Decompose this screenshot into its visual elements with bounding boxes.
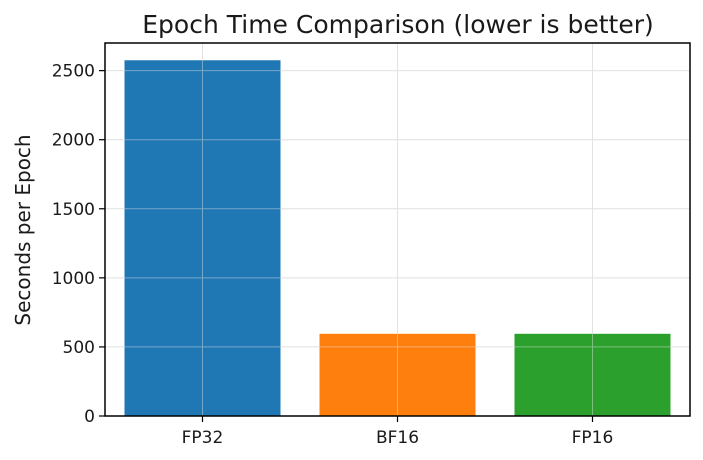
bars xyxy=(124,60,671,416)
y-tick-label: 0 xyxy=(84,407,95,427)
y-axis-ticks: 0 500 1000 1500 2000 2500 xyxy=(52,62,105,427)
y-tick-label: 1000 xyxy=(52,269,95,289)
y-tick-label: 2500 xyxy=(52,62,95,82)
bar-fp16 xyxy=(514,333,671,416)
bar-bf16 xyxy=(319,333,476,416)
x-axis-ticks: FP32 BF16 FP16 xyxy=(182,416,614,448)
bar-fp32 xyxy=(124,60,281,416)
y-axis-label: Seconds per Epoch xyxy=(11,134,35,325)
y-tick-label: 1500 xyxy=(52,200,95,220)
chart-title: Epoch Time Comparison (lower is better) xyxy=(142,10,654,39)
x-tick-label: FP16 xyxy=(572,428,614,448)
y-tick-label: 500 xyxy=(63,338,95,358)
x-tick-label: FP32 xyxy=(182,428,224,448)
x-tick-label: BF16 xyxy=(376,428,419,448)
y-tick-label: 2000 xyxy=(52,131,95,151)
